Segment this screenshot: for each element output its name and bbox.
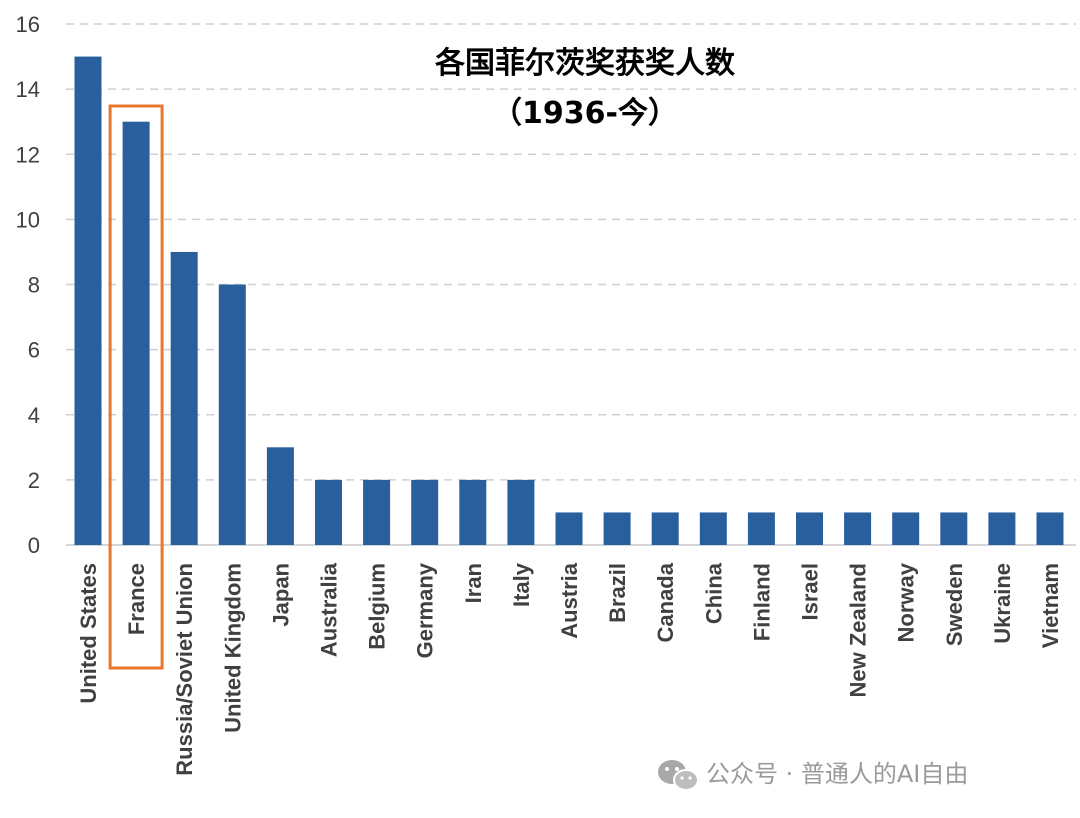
bar bbox=[411, 479, 439, 545]
bar bbox=[122, 121, 150, 545]
bar bbox=[844, 512, 872, 545]
y-tick-label: 2 bbox=[28, 468, 40, 493]
x-tick-label: Brazil bbox=[605, 563, 630, 623]
y-tick-label: 6 bbox=[28, 338, 40, 363]
x-tick-label: United States bbox=[76, 563, 101, 704]
bar bbox=[315, 479, 342, 545]
x-tick-label: Italy bbox=[509, 562, 534, 607]
y-tick-label: 8 bbox=[28, 273, 40, 298]
x-tick-label: Japan bbox=[268, 563, 293, 627]
bar bbox=[266, 447, 294, 545]
x-tick-label: Germany bbox=[413, 562, 438, 658]
y-tick-label: 16 bbox=[16, 12, 40, 37]
x-tick-label: Sweden bbox=[942, 563, 967, 646]
y-axis-ticks: 0 2 4 6 8 10 12 14 16 bbox=[16, 12, 40, 558]
x-tick-label: Norway bbox=[894, 562, 919, 642]
wechat-icon bbox=[658, 760, 699, 791]
x-tick-label: Ukraine bbox=[990, 563, 1015, 644]
x-tick-label: United Kingdom bbox=[220, 563, 245, 733]
bar bbox=[555, 512, 583, 545]
y-tick-label: 0 bbox=[28, 533, 40, 558]
bar bbox=[218, 284, 246, 545]
chart-subtitle: （1936-今） bbox=[492, 96, 678, 131]
bar bbox=[74, 56, 102, 545]
x-tick-label: France bbox=[124, 563, 149, 635]
y-tick-label: 12 bbox=[16, 142, 40, 167]
bar bbox=[459, 479, 487, 545]
bar bbox=[507, 479, 535, 545]
bar bbox=[747, 512, 775, 545]
bar bbox=[363, 479, 391, 545]
bar bbox=[651, 512, 679, 545]
y-tick-label: 14 bbox=[16, 77, 40, 102]
watermark: 公众号 · 普通人的AI自由 bbox=[658, 760, 968, 791]
watermark-text: 公众号 · 普通人的AI自由 bbox=[706, 760, 968, 788]
x-tick-label: Israel bbox=[798, 563, 823, 621]
x-tick-label: Belgium bbox=[365, 563, 390, 650]
chart-title: 各国菲尔茨奖获奖人数 bbox=[434, 46, 736, 81]
bar bbox=[1036, 512, 1064, 545]
x-tick-label: Canada bbox=[653, 562, 678, 642]
bars bbox=[74, 56, 1064, 545]
bar bbox=[699, 512, 727, 545]
x-tick-label: Russia/Soviet Union bbox=[172, 563, 197, 776]
y-tick-label: 10 bbox=[16, 207, 40, 232]
highlight-box-group bbox=[108, 104, 164, 670]
y-tick-label: 4 bbox=[28, 403, 40, 428]
bar bbox=[940, 512, 968, 545]
bar bbox=[892, 512, 920, 545]
bar bbox=[603, 512, 631, 545]
x-tick-label: Australia bbox=[317, 562, 342, 657]
chart-title-group: 各国菲尔茨奖获奖人数 （1936-今） bbox=[434, 46, 736, 131]
bar bbox=[170, 251, 198, 545]
x-tick-label: New Zealand bbox=[846, 563, 871, 697]
bar bbox=[988, 512, 1016, 545]
x-tick-label: Vietnam bbox=[1038, 563, 1063, 648]
bar bbox=[796, 512, 823, 545]
x-tick-label: Austria bbox=[557, 562, 582, 639]
x-axis-labels: United States France Russia/Soviet Union Un… bbox=[76, 562, 1063, 775]
x-tick-label: Iran bbox=[461, 563, 486, 603]
x-tick-label: Finland bbox=[749, 563, 774, 641]
highlight-box bbox=[108, 104, 164, 670]
x-tick-label: China bbox=[701, 562, 726, 624]
